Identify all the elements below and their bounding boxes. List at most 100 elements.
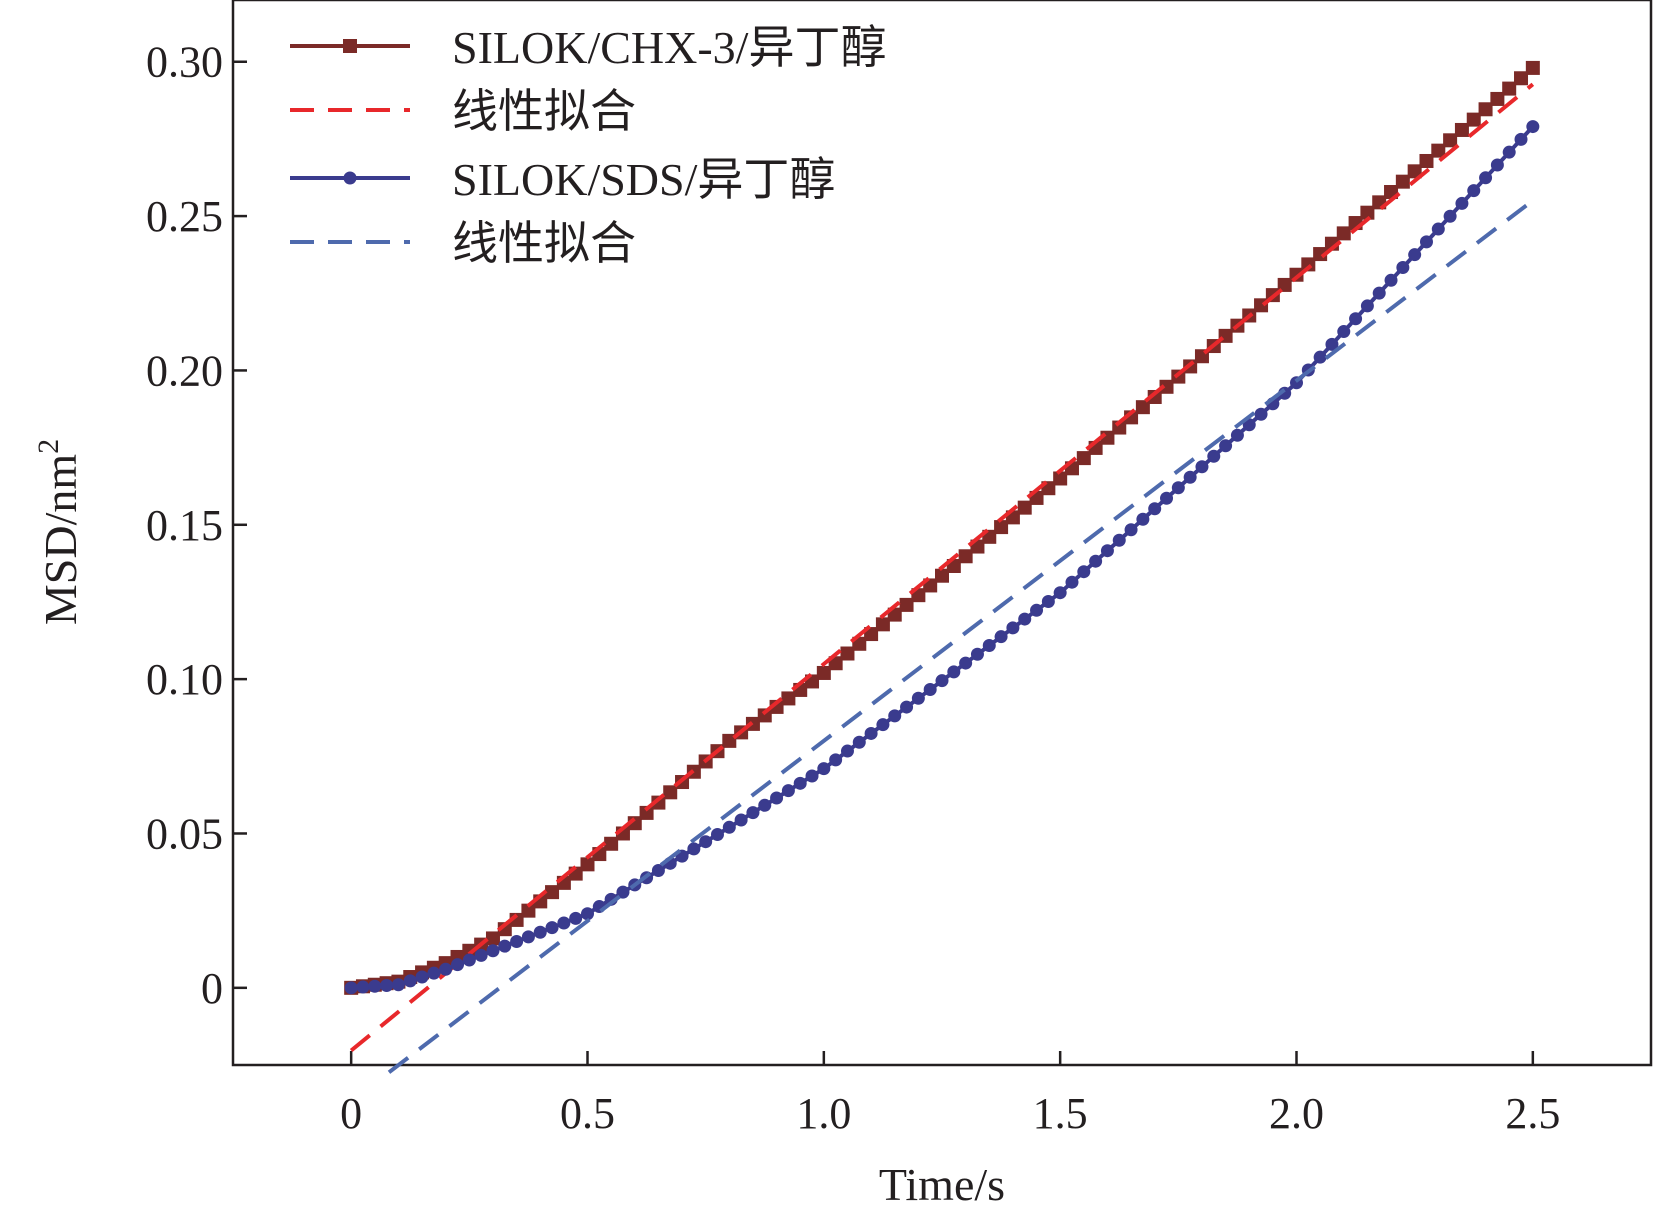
data-point xyxy=(994,630,1008,644)
data-point xyxy=(663,785,678,800)
legend-item: SILOK/CHX-3/异丁醇 xyxy=(290,22,886,73)
data-point xyxy=(498,939,512,953)
data-point xyxy=(1443,133,1458,148)
data-point xyxy=(1006,621,1020,635)
data-point xyxy=(722,733,737,748)
y-axis-title-text: MSD/nm xyxy=(35,454,86,625)
data-point xyxy=(900,700,914,714)
data-point xyxy=(1419,153,1434,168)
legend-label: SILOK/CHX-3/异丁醇 xyxy=(452,22,886,73)
data-point xyxy=(1395,174,1410,189)
data-point xyxy=(875,617,890,632)
data-point xyxy=(462,943,477,958)
data-point xyxy=(970,647,984,661)
series-2-data xyxy=(344,120,1540,995)
x-tick-label: 2.5 xyxy=(1505,1089,1560,1138)
data-point xyxy=(1136,512,1150,526)
data-point xyxy=(746,806,760,820)
data-point xyxy=(852,735,866,749)
y-axis-title-superscript: 2 xyxy=(32,439,65,454)
data-point xyxy=(1384,273,1398,287)
data-point xyxy=(911,691,925,705)
data-point xyxy=(1195,460,1209,474)
data-point xyxy=(1183,470,1197,484)
data-point xyxy=(994,520,1009,535)
data-point xyxy=(1135,400,1150,415)
data-point xyxy=(1337,325,1351,339)
data-point xyxy=(1301,257,1316,272)
data-point xyxy=(1207,449,1221,463)
y-axis-title: MSD/nm2 xyxy=(32,439,86,625)
data-point xyxy=(557,916,571,930)
y-tick-label: 0.30 xyxy=(146,38,223,87)
data-point xyxy=(1124,523,1138,537)
data-point xyxy=(770,791,784,805)
data-point xyxy=(1147,389,1162,404)
y-tick-label: 0 xyxy=(201,964,223,1013)
data-point xyxy=(1502,81,1517,96)
fit-line xyxy=(349,82,1535,1053)
data-point xyxy=(1336,226,1351,241)
plot-series xyxy=(344,60,1540,1074)
data-point xyxy=(1525,60,1540,75)
legend-label: 线性拟合 xyxy=(452,86,636,137)
data-point xyxy=(545,885,560,900)
data-point xyxy=(781,691,796,706)
data-point xyxy=(616,885,630,899)
x-tick-label: 2.0 xyxy=(1269,1089,1324,1138)
data-point xyxy=(1254,407,1268,421)
x-axis-title: Time/s xyxy=(879,1159,1005,1210)
data-point xyxy=(1230,428,1244,442)
data-point xyxy=(817,762,831,776)
data-point xyxy=(1479,171,1493,185)
data-point xyxy=(1431,222,1445,236)
data-point xyxy=(1112,533,1126,547)
data-point xyxy=(1313,350,1327,364)
data-point xyxy=(1053,471,1068,486)
y-axis: 0 0.05 0.10 0.15 0.20 0.25 0.30 xyxy=(146,38,247,1013)
series-1-fit-line xyxy=(349,82,1535,1053)
data-point xyxy=(486,944,500,958)
x-tick-label: 0.5 xyxy=(560,1089,615,1138)
data-point xyxy=(1431,143,1446,158)
data-point xyxy=(781,784,795,798)
data-point xyxy=(1053,586,1067,600)
x-tick-label: 0 xyxy=(340,1089,362,1138)
data-point xyxy=(639,805,654,820)
legend-item: SILOK/SDS/异丁醇 xyxy=(290,154,835,205)
data-point xyxy=(474,948,488,962)
data-point xyxy=(1514,132,1528,146)
data-point xyxy=(1407,164,1422,179)
data-point xyxy=(1360,205,1375,220)
data-point xyxy=(1490,158,1504,172)
data-point xyxy=(935,568,949,583)
data-point xyxy=(982,638,996,652)
data-point xyxy=(462,953,476,967)
data-point xyxy=(840,646,855,661)
data-point xyxy=(864,726,878,740)
data-point xyxy=(1526,120,1540,134)
y-tick-label: 0.20 xyxy=(146,346,223,395)
data-point xyxy=(1490,91,1505,106)
data-point xyxy=(1372,286,1386,300)
data-point xyxy=(1514,71,1529,86)
x-tick-label: 1.5 xyxy=(1033,1089,1088,1138)
data-point xyxy=(403,974,417,988)
data-point xyxy=(581,907,594,921)
data-point xyxy=(1466,112,1481,127)
data-point xyxy=(1065,575,1079,589)
data-point xyxy=(451,958,465,972)
data-point xyxy=(521,930,535,944)
data-point xyxy=(1077,565,1091,579)
data-point xyxy=(439,962,453,976)
legend-item: 线性拟合 xyxy=(290,86,636,137)
data-point xyxy=(699,835,713,849)
data-point xyxy=(1277,277,1292,292)
data-point xyxy=(1443,209,1457,223)
y-tick-label: 0.25 xyxy=(146,192,223,241)
y-tick-label: 0.15 xyxy=(146,501,223,550)
data-point xyxy=(1171,481,1185,495)
data-point xyxy=(485,931,500,946)
data-point xyxy=(1160,491,1174,505)
